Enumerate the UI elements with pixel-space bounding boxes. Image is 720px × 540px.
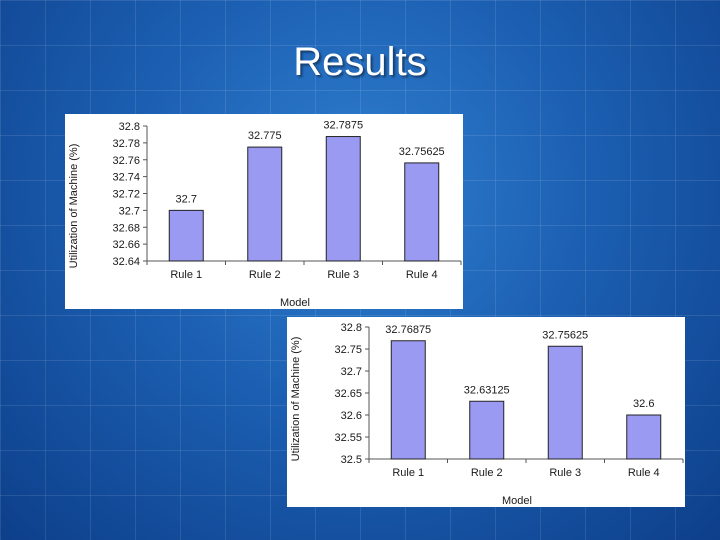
chart-1-bar <box>404 162 440 262</box>
chart-1-y-tick-label: 32.8 <box>119 121 140 133</box>
slide-title: Results <box>293 40 427 84</box>
chart-2-bar <box>390 340 426 460</box>
chart-1-y-tick-label: 32.72 <box>112 189 140 201</box>
chart-2-y-tick-label: 32.75 <box>334 344 362 356</box>
chart-2-data-label: 32.75625 <box>542 329 588 341</box>
chart-2-data-label: 32.6 <box>633 398 654 410</box>
chart-2-bar <box>626 414 662 460</box>
chart-2-x-axis-title: Model <box>502 495 532 507</box>
chart-2-bar <box>547 345 583 460</box>
chart-2-y-tick-label: 32.5 <box>341 454 362 466</box>
utilization-chart-2: Utilization of Machine (%) Model 32.5 32.… <box>287 317 685 507</box>
chart-1-y-axis-title: Utilization of Machine (%) <box>68 144 80 269</box>
chart-1-y-tick-label: 32.66 <box>112 239 140 251</box>
chart-2-category-label: Rule 4 <box>628 467 660 479</box>
chart-1-bar <box>247 146 283 262</box>
chart-2-y-tick-label: 32.65 <box>334 388 362 400</box>
chart-2-y-axis-title: Utilization of Machine (%) <box>290 337 302 462</box>
chart-1-y-tick-label: 32.7 <box>119 205 140 217</box>
chart-1-y-tick-label: 32.78 <box>112 138 140 150</box>
chart-1-y-tick-label: 32.64 <box>112 256 140 268</box>
chart-1-bar <box>168 209 204 262</box>
chart-1-marks: 32.64 32.66 32.68 32.7 32.72 32.74 32.76 32.78 3… <box>112 120 462 281</box>
chart-1-x-axis-title: Model <box>280 297 310 309</box>
chart-1-y-tick-label: 32.76 <box>112 155 140 167</box>
chart-1-category-label: Rule 3 <box>327 269 359 281</box>
chart-2-y-tick-label: 32.7 <box>341 366 362 378</box>
chart-1-category-label: Rule 1 <box>170 269 202 281</box>
chart-2-y-tick-label: 32.6 <box>341 410 362 422</box>
chart-2-data-label: 32.76875 <box>385 324 431 336</box>
chart-1-bar <box>325 136 361 262</box>
chart-2-data-label: 32.63125 <box>464 384 510 396</box>
chart-2-bar <box>469 400 505 460</box>
chart-2-y-tick-label: 32.55 <box>334 432 362 444</box>
chart-1-data-label: 32.775 <box>248 130 282 142</box>
chart-2-category-label: Rule 2 <box>471 467 503 479</box>
chart-2-category-label: Rule 1 <box>392 467 424 479</box>
chart-1-data-label: 32.7 <box>176 193 197 205</box>
chart-1-data-label: 32.7875 <box>323 120 363 132</box>
chart-2-y-tick-label: 32.8 <box>341 322 362 334</box>
chart-1-category-label: Rule 4 <box>406 269 438 281</box>
chart-1-y-tick-label: 32.68 <box>112 222 140 234</box>
utilization-chart-1: Utilization of Machine (%) Model 32.64 32… <box>65 114 463 309</box>
chart-1-category-label: Rule 2 <box>249 269 281 281</box>
chart-2-marks: 32.5 32.55 32.6 32.65 32.7 32.75 32.8 32.76875 R… <box>334 322 684 479</box>
chart-1-svg: Utilization of Machine (%) Model 32.6432… <box>68 120 462 309</box>
chart-2-svg: Utilization of Machine (%) Model 32.532.… <box>290 322 684 507</box>
chart-2-category-label: Rule 3 <box>549 467 581 479</box>
chart-1-y-tick-label: 32.74 <box>112 172 140 184</box>
chart-1-data-label: 32.75625 <box>399 146 445 158</box>
